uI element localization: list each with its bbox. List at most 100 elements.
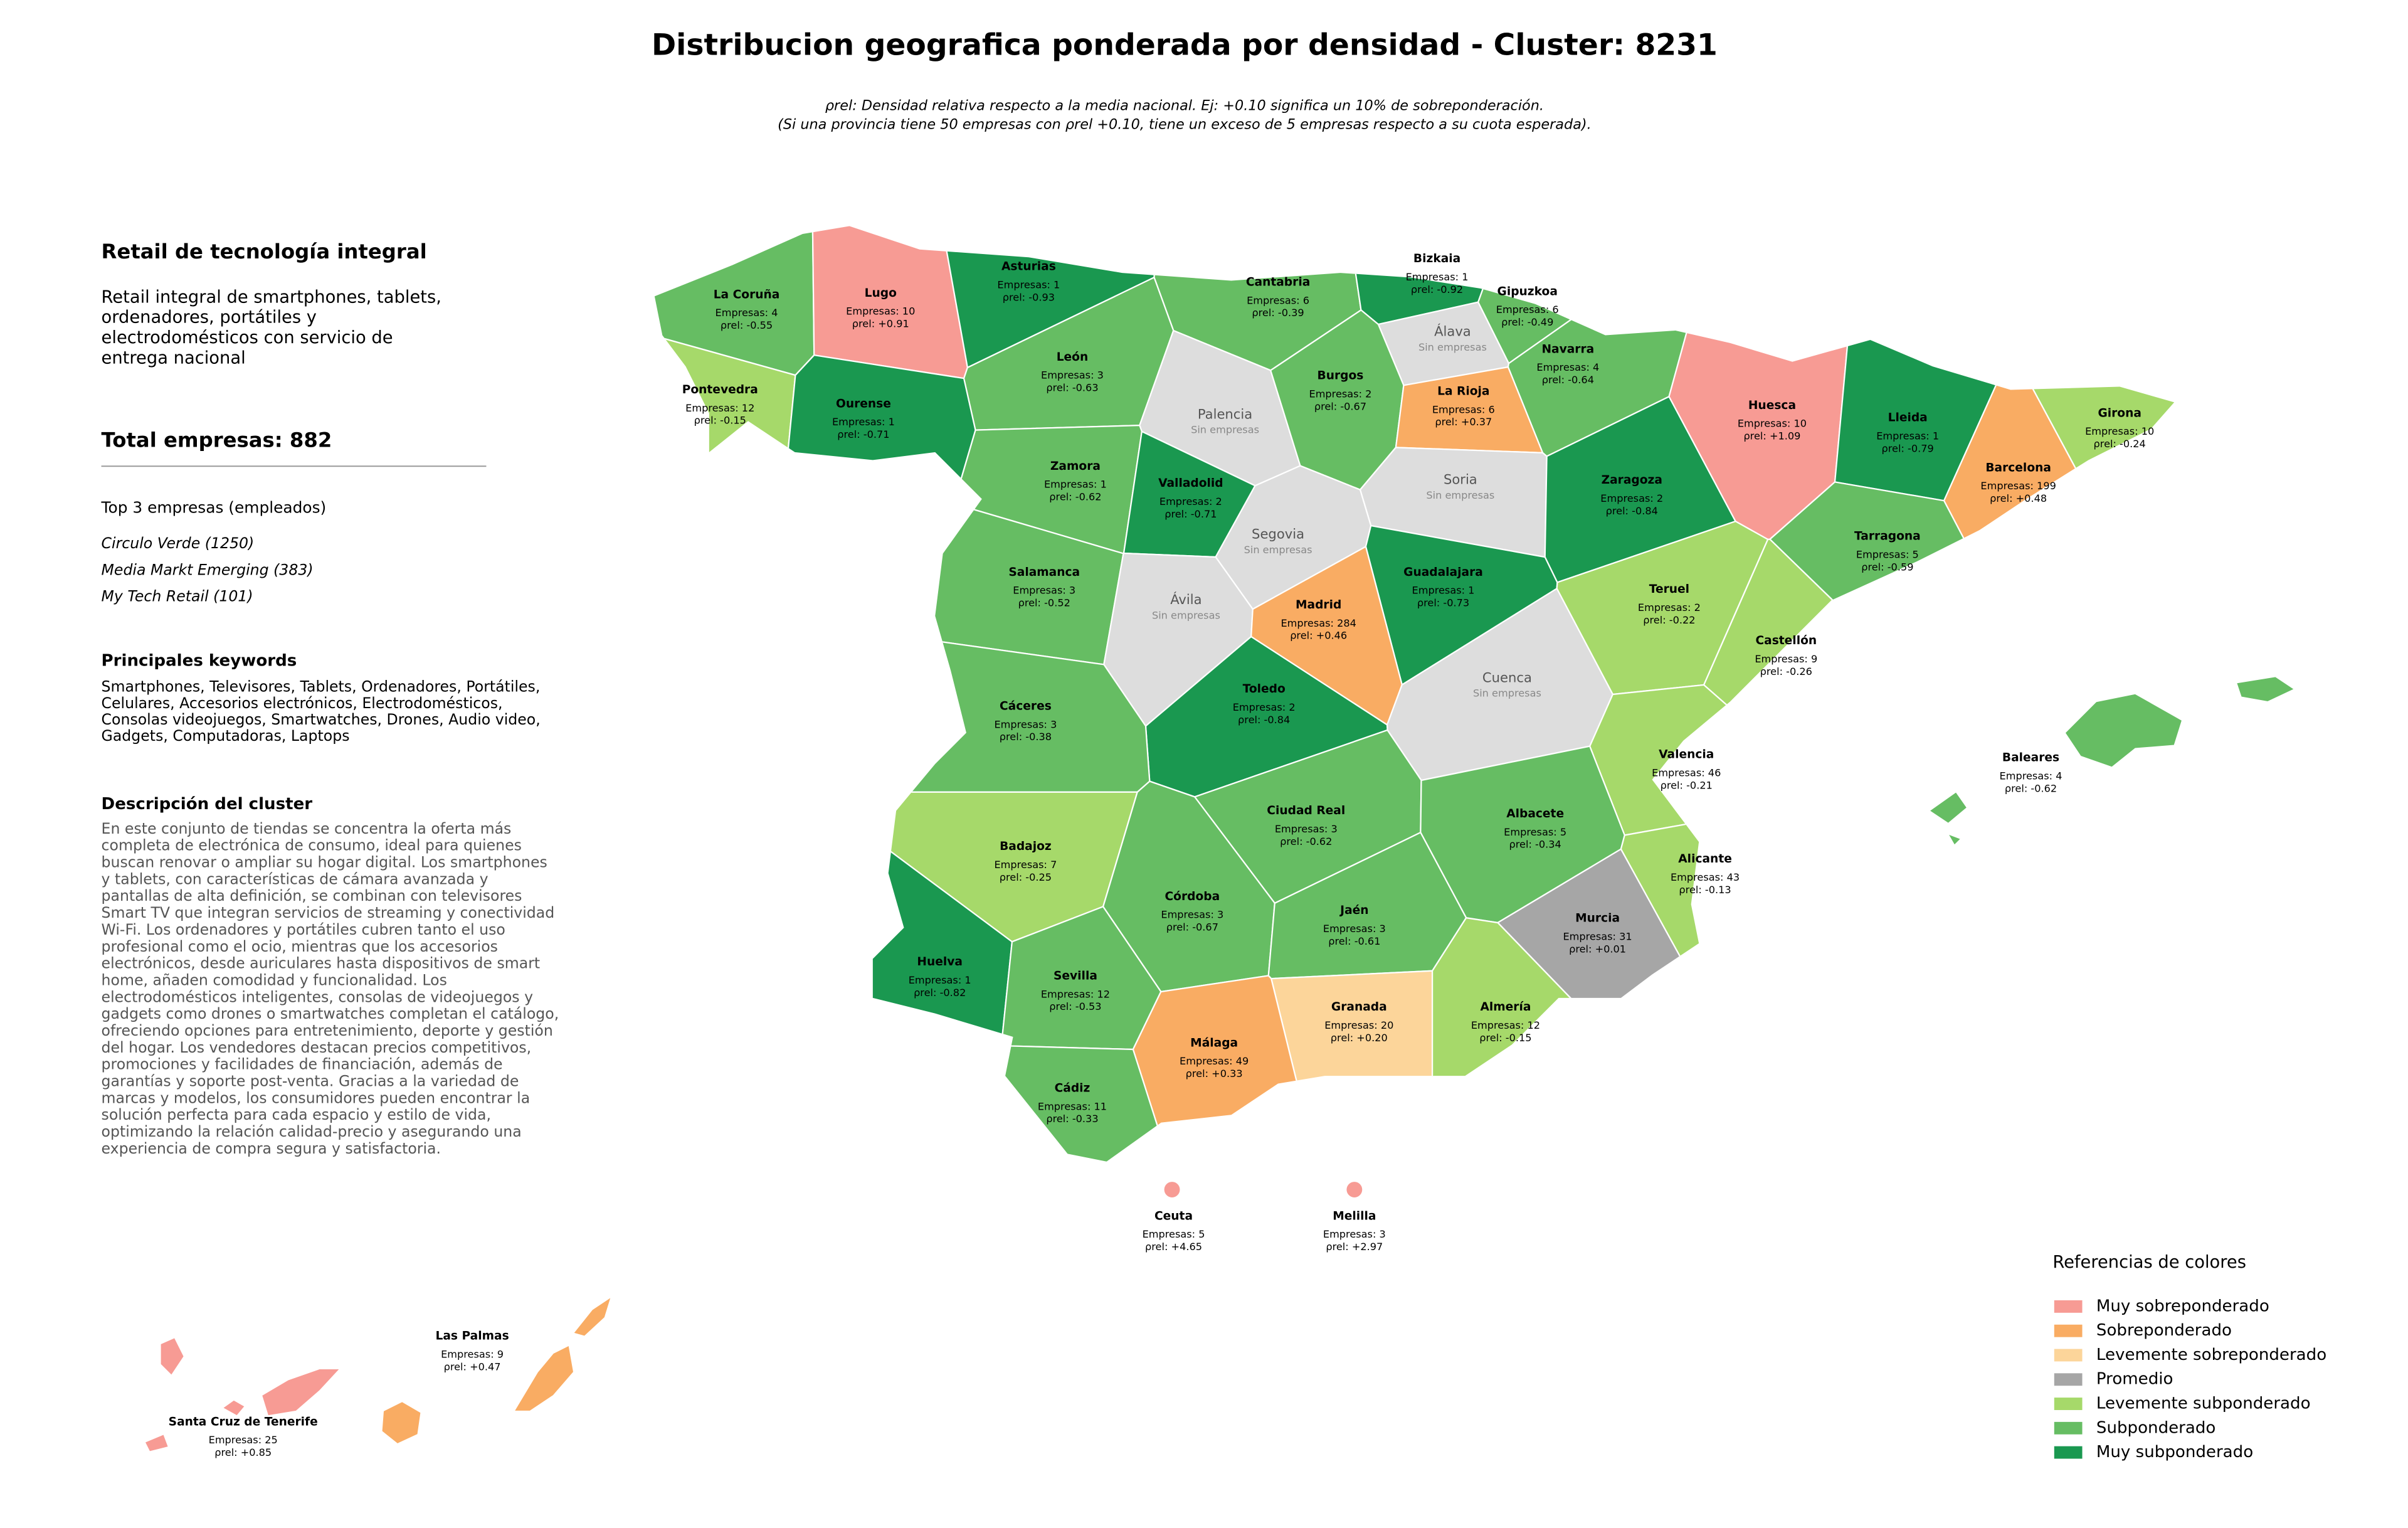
province-name: Valencia xyxy=(1659,748,1714,761)
province-name: Teruel xyxy=(1649,583,1689,596)
description-line: ofreciendo opciones para entretenimiento… xyxy=(102,1022,553,1039)
province-shape xyxy=(514,1345,574,1412)
province-name: Badajoz xyxy=(1000,840,1052,853)
province-shape xyxy=(1346,1182,1363,1197)
province-rho: ρrel: +0.46 xyxy=(1290,630,1347,642)
description-line: En este conjunto de tiendas se concentra… xyxy=(102,820,512,837)
province-status: Sin empresas xyxy=(1473,687,1541,699)
province-count: Empresas: 4 xyxy=(1536,361,1599,373)
province-name: Gipuzkoa xyxy=(1497,285,1558,298)
province-name: Segovia xyxy=(1252,526,1304,542)
province-rho: ρrel: -0.49 xyxy=(1501,316,1553,328)
province-count: Empresas: 2 xyxy=(1638,602,1701,613)
province-rho: ρrel: -0.15 xyxy=(694,415,746,427)
description-line: buscan renovar o ampliar su hogar digita… xyxy=(102,854,547,871)
description-line: experiencia de compra segura y satisfact… xyxy=(102,1140,441,1157)
description-line: optimizando la relación calidad-precio y… xyxy=(102,1123,522,1140)
province-count: Empresas: 11 xyxy=(1038,1100,1107,1112)
province-rho: ρrel: -0.84 xyxy=(1238,714,1290,726)
province-count: Empresas: 20 xyxy=(1324,1019,1393,1031)
province-rho: ρrel: -0.63 xyxy=(1046,382,1098,394)
province-name: Las Palmas xyxy=(436,1330,509,1343)
province-shape xyxy=(1947,833,1962,846)
subtitle: (Si una provincia tiene 50 empresas con … xyxy=(778,116,1592,132)
province-name: Palencia xyxy=(1198,406,1252,422)
legend-swatch xyxy=(2054,1324,2083,1337)
province-shape xyxy=(2236,676,2295,703)
province-shape xyxy=(654,226,815,376)
province-name: León xyxy=(1057,351,1089,364)
top-company: My Tech Retail (101) xyxy=(102,588,253,605)
province-rho: ρrel: -0.38 xyxy=(1000,731,1052,743)
description-line: completa de electrónica de consumo, idea… xyxy=(102,837,522,854)
province-name: Ávila xyxy=(1170,592,1201,607)
top-company: Circulo Verde (1250) xyxy=(102,534,255,552)
province-name: Zamora xyxy=(1050,460,1101,473)
legend-label: Levemente sobreponderado xyxy=(2096,1345,2326,1364)
total: Total empresas: 882 xyxy=(102,428,332,452)
province-count: Empresas: 6 xyxy=(1496,304,1559,316)
province-count: Empresas: 10 xyxy=(2085,425,2154,437)
province-rho: ρrel: -0.93 xyxy=(1003,291,1055,303)
province-name: Cuenca xyxy=(1482,669,1532,685)
mainland xyxy=(654,226,2175,1162)
province-name: Alicante xyxy=(1678,852,1732,866)
province-count: Empresas: 3 xyxy=(1323,1228,1386,1240)
province-count: Empresas: 12 xyxy=(1041,988,1110,1000)
top-company: Media Markt Emerging (383) xyxy=(102,561,314,578)
province-rho: ρrel: +0.85 xyxy=(214,1446,272,1458)
keywords-line: Celulares, Accesorios electrónicos, Elec… xyxy=(102,694,503,712)
province-status: Sin empresas xyxy=(1152,609,1220,621)
province-rho: ρrel: -0.71 xyxy=(837,428,889,440)
legend-swatch xyxy=(2054,1373,2083,1386)
province-shape xyxy=(2064,693,2183,768)
description-line: del hogar. Los vendedores destacan preci… xyxy=(102,1039,532,1056)
province-rho: ρrel: -0.26 xyxy=(1760,666,1812,677)
province-count: Empresas: 3 xyxy=(1323,923,1386,935)
province-name: Cáceres xyxy=(1000,700,1052,713)
province-name: Lugo xyxy=(865,287,897,300)
province-rho: ρrel: +0.47 xyxy=(444,1361,501,1372)
province-name: La Rioja xyxy=(1437,385,1489,398)
province-count: Empresas: 9 xyxy=(441,1348,504,1360)
province-name: Valladolid xyxy=(1158,477,1223,490)
province-shape xyxy=(261,1368,341,1416)
province-name: Tarragona xyxy=(1854,530,1921,543)
province-rho: ρrel: -0.25 xyxy=(1000,871,1052,883)
province-status: Sin empresas xyxy=(1426,489,1494,501)
province-name: Granada xyxy=(1331,1000,1387,1014)
province-rho: ρrel: -0.73 xyxy=(1417,597,1469,609)
panel-title: Retail de tecnología integral xyxy=(102,240,427,263)
legend-swatch xyxy=(2054,1421,2083,1435)
province-rho: ρrel: +4.65 xyxy=(1145,1241,1202,1253)
legend-swatch xyxy=(2054,1398,2083,1410)
description-heading: Descripción del cluster xyxy=(102,795,313,814)
map-title: Distribucion geografica ponderada por de… xyxy=(652,28,1718,63)
province-rho: ρrel: -0.24 xyxy=(2094,438,2146,450)
province-name: Melilla xyxy=(1333,1209,1376,1223)
province-name: Baleares xyxy=(2002,751,2059,765)
province-count: Empresas: 3 xyxy=(994,718,1057,730)
province-name: Huelva xyxy=(917,955,963,968)
province-name: Murcia xyxy=(1575,912,1620,925)
legend-swatch xyxy=(2054,1349,2083,1362)
legend-label: Promedio xyxy=(2096,1370,2173,1389)
province-rho: ρrel: -0.82 xyxy=(914,987,966,999)
keywords-heading: Principales keywords xyxy=(102,651,297,670)
province-rho: ρrel: +2.97 xyxy=(1326,1241,1383,1253)
top-heading: Top 3 empresas (empleados) xyxy=(101,498,327,516)
province-name: Toledo xyxy=(1243,682,1286,696)
province-rho: ρrel: -0.22 xyxy=(1643,614,1695,626)
description-line: electrodomésticos inteligentes, consolas… xyxy=(102,988,534,1005)
province-count: Empresas: 12 xyxy=(1471,1019,1540,1031)
province-name: Girona xyxy=(2098,406,2141,420)
province-shape xyxy=(573,1296,612,1337)
province-count: Empresas: 3 xyxy=(1013,585,1075,597)
province-count: Empresas: 284 xyxy=(1281,617,1356,629)
legend-label: Sobreponderado xyxy=(2096,1321,2232,1340)
province-count: Empresas: 1 xyxy=(832,416,895,428)
legend-label: Levemente subponderado xyxy=(2096,1394,2311,1413)
description-line: Smart TV que integran servicios de strea… xyxy=(102,904,555,921)
province-rho: ρrel: +1.09 xyxy=(1743,430,1800,442)
